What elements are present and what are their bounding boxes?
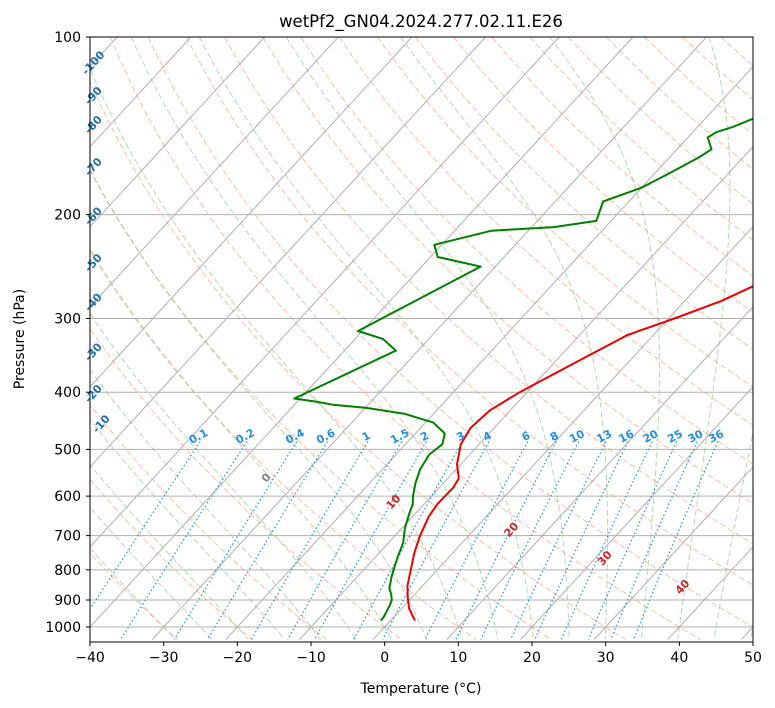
grid-layer	[90, 37, 775, 640]
isotherm-line	[299, 145, 753, 640]
dry-adiabat-line	[224, 37, 753, 545]
isotherm-line	[90, 37, 634, 628]
moist-adiabat-line	[130, 37, 499, 640]
temperature-profile-line	[406, 285, 753, 621]
x-axis: −40 −30 −20 −10 0 10 20 30 40 50	[75, 642, 762, 666]
mixing-ratio-line	[353, 441, 463, 640]
mixing-ratio-label: 30	[686, 427, 706, 446]
y-tick-label: 300	[54, 312, 81, 328]
y-tick-label: 200	[54, 208, 81, 224]
y-axis-title: Pressure (hPa)	[12, 289, 28, 389]
mixing-ratio-line	[587, 441, 678, 640]
mixing-ratio-line	[90, 441, 201, 611]
moist-adiabat-line	[90, 463, 249, 640]
isotherm-line	[90, 37, 413, 388]
plot-frame	[89, 36, 754, 643]
y-tick-label: 400	[54, 385, 81, 401]
moist-adiabat-line	[400, 37, 609, 640]
mixing-ratio-line	[510, 441, 607, 640]
dry-adiabat-line	[376, 37, 753, 388]
mixing-ratio-line	[455, 441, 557, 640]
moist-adiabat-line	[677, 37, 731, 640]
plot-background	[90, 37, 753, 642]
isotherm-line	[225, 65, 753, 640]
dewpoint-profile-line	[293, 117, 753, 622]
dry-adiabat-line	[147, 37, 753, 628]
mixing-ratio-line	[534, 441, 629, 640]
x-tick-label: −40	[75, 650, 105, 666]
isotherm-line	[593, 466, 753, 640]
isotherm-line	[446, 306, 753, 640]
y-tick-label: 500	[54, 442, 81, 458]
moist-adiabat-line	[90, 312, 357, 640]
moist-adiabat-line	[285, 37, 570, 640]
mixing-ratio-line	[424, 441, 529, 640]
mixing-ratio-label: 16	[617, 427, 637, 446]
x-tick-label: −30	[149, 650, 179, 666]
y-tick-label: 1000	[45, 620, 81, 636]
moist-adiabat-line	[90, 248, 392, 640]
mixing-ratio-line	[560, 441, 653, 640]
moist-adiabat-line	[90, 169, 428, 640]
dry-adiabat-line	[109, 37, 701, 640]
isotherm-line	[90, 37, 192, 148]
dry-adiabat-line	[90, 403, 328, 640]
mixing-ratio-label: 20	[641, 427, 661, 446]
x-tick-label: 50	[744, 650, 762, 666]
dry-adiabat-line	[759, 37, 775, 640]
isotherm-line	[372, 225, 753, 640]
dry-adiabat-line	[90, 168, 552, 640]
isotherm-line	[90, 37, 560, 548]
mixing-ratio-line	[382, 441, 490, 640]
isotherm-line	[151, 37, 707, 640]
moist-adiabat-line	[90, 418, 286, 640]
y-tick-label: 100	[54, 30, 81, 46]
isotherm-line	[90, 37, 486, 468]
dry-adiabat-line	[262, 37, 753, 505]
isotherm-line	[90, 37, 265, 228]
moist-adiabat-line	[750, 624, 753, 640]
x-tick-label: 0	[380, 650, 389, 666]
mixing-ratio-line	[206, 441, 329, 640]
dry-adiabat-line	[415, 37, 753, 350]
x-tick-label: 40	[670, 650, 688, 666]
moist-adiabat-line	[198, 37, 534, 640]
x-tick-label: 10	[449, 650, 467, 666]
mixing-ratio-label: 10	[567, 427, 587, 446]
dry-adiabat-line	[338, 37, 753, 426]
y-tick-label: 800	[54, 563, 81, 579]
dry-adiabat-line	[90, 80, 626, 640]
dry-adiabat-line	[605, 37, 753, 170]
mixing-ratio-line	[173, 441, 298, 640]
isotherm-line	[520, 386, 753, 640]
moist-adiabat-line	[90, 67, 463, 640]
isotherm-line	[90, 37, 339, 308]
x-tick-label: −10	[296, 650, 326, 666]
mixing-ratio-label: 36	[706, 427, 726, 446]
chart-title: wetPf2_GN04.2024.277.02.11.E26	[279, 12, 563, 32]
x-tick-label: 30	[597, 650, 615, 666]
dry-adiabat-line	[90, 478, 253, 640]
y-tick-label: 900	[54, 593, 81, 609]
y-tick-label: 600	[54, 489, 81, 505]
y-tick-label: 700	[54, 529, 81, 545]
mixing-ratio-line	[480, 441, 580, 640]
mixing-ratio-line	[610, 441, 698, 640]
mixing-ratio-line	[633, 441, 719, 640]
dry-adiabat-line	[491, 37, 753, 277]
x-tick-label: −20	[223, 650, 253, 666]
mixing-ratio-label: 13	[594, 427, 614, 446]
dry-adiabat-line	[567, 37, 753, 205]
data-layer	[293, 117, 753, 622]
x-tick-label: 20	[523, 650, 541, 666]
mixing-ratio-label: 25	[665, 427, 685, 446]
x-axis-title: Temperature (°C)	[360, 681, 482, 697]
y-axis: 100 200 300 400 500 600 700 800 900 1000	[45, 30, 90, 636]
moist-adiabat-line	[90, 506, 213, 640]
